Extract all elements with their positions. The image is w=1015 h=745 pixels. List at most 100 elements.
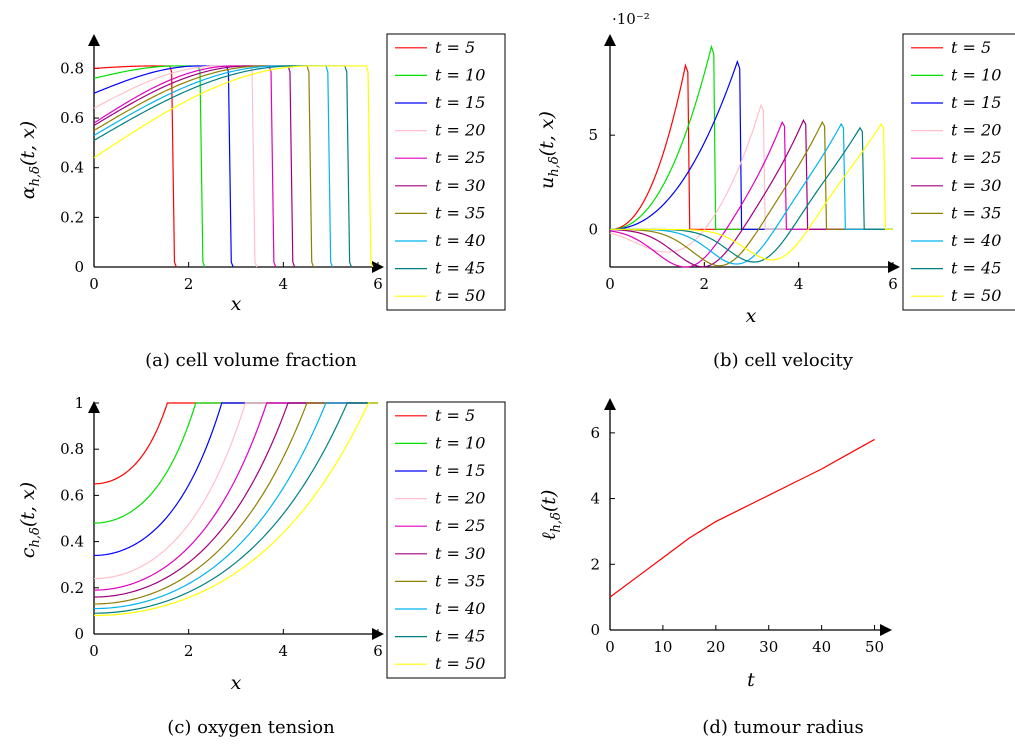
panel-a-xtick-label-6: 6 bbox=[373, 275, 383, 293]
panel-c-legend-entry-t-15: t = 15 bbox=[435, 461, 485, 480]
panel-b-series-t-5 bbox=[610, 63, 893, 230]
panel-b-xtick-label-4: 4 bbox=[794, 275, 804, 293]
panel-a-caption: (a) cell volume fraction bbox=[145, 350, 357, 371]
panel-a-legend-entry-t-25: t = 25 bbox=[435, 148, 485, 167]
panel-c-series-t-30 bbox=[93, 402, 378, 598]
panel-b-ytick-label-5: 5 bbox=[588, 126, 598, 144]
panel-c-series-t-15 bbox=[93, 402, 378, 557]
panel-c-y-arrow bbox=[88, 401, 100, 413]
panel-a-series-t-25 bbox=[93, 65, 277, 268]
panel-b-series-t-15 bbox=[610, 59, 893, 230]
panel-b-legend-entry-t-25: t = 25 bbox=[951, 148, 1001, 167]
panel-c-legend-entry-t-40: t = 40 bbox=[435, 599, 485, 618]
panel-a-x-label: x bbox=[231, 293, 242, 315]
panel-c-series-t-45 bbox=[93, 402, 378, 614]
panel-b-legend-entry-t-15: t = 15 bbox=[951, 93, 1001, 112]
panel-a-legend-box bbox=[386, 33, 506, 311]
panel-a-y-label: αh,δ(t, x) bbox=[17, 121, 43, 199]
panel-c-legend-entry-t-30: t = 30 bbox=[435, 544, 485, 563]
panel-c-series-t-50 bbox=[93, 402, 378, 617]
panel-a-xtick-label-2: 2 bbox=[184, 275, 194, 293]
panel-c-xtick-label-6: 6 bbox=[373, 642, 383, 660]
panel-d-xtick-label-10: 10 bbox=[653, 638, 672, 656]
panel-a-series-t-40 bbox=[93, 65, 334, 268]
panel-d-xtick-label-40: 40 bbox=[812, 638, 831, 656]
panel-c-ytick-label-0.6: 0.6 bbox=[60, 486, 84, 504]
panel-a-legend-entry-t-10: t = 10 bbox=[435, 65, 485, 84]
panel-a-series-t-30 bbox=[93, 65, 296, 268]
panel-d-ytick-label-4: 4 bbox=[590, 490, 600, 508]
panel-b-series-t-35 bbox=[609, 120, 893, 267]
panel-c-series-t-5 bbox=[93, 402, 378, 485]
panel-b-y-label: uh,δ(t, x) bbox=[536, 111, 562, 189]
panel-c-caption: (c) oxygen tension bbox=[167, 717, 335, 738]
panel-b-y-arrow bbox=[604, 34, 616, 46]
panel-b-legend-entry-t-40: t = 40 bbox=[951, 231, 1001, 250]
panel-b-series-t-30 bbox=[609, 118, 893, 268]
panel-c-series-t-35 bbox=[93, 402, 378, 605]
panel-b-xtick-label-2: 2 bbox=[700, 275, 710, 293]
panel-d-xtick-label-30: 30 bbox=[759, 638, 778, 656]
panel-b-xtick-label-0: 0 bbox=[605, 275, 615, 293]
panel-b-ytick-label-0: 0 bbox=[588, 220, 598, 238]
panel-d-xtick-label-0: 0 bbox=[605, 638, 615, 656]
panel-b-legend-entry-t-5: t = 5 bbox=[951, 38, 991, 57]
panel-c-legend-entry-t-50: t = 50 bbox=[435, 654, 485, 673]
panel-b-x-label: x bbox=[746, 305, 757, 327]
panel-c-xtick-label-0: 0 bbox=[89, 642, 99, 660]
panel-d-series-radius bbox=[609, 438, 875, 598]
panel-d-caption: (d) tumour radius bbox=[702, 717, 863, 738]
panel-c-series-t-10 bbox=[93, 402, 378, 524]
panel-a-series-t-5 bbox=[93, 65, 177, 268]
panel-c-legend-box bbox=[386, 401, 506, 679]
panel-b-series-t-45 bbox=[610, 126, 893, 263]
panel-a-ytick-label-0.2: 0.2 bbox=[60, 208, 84, 226]
panel-a-legend-entry-t-15: t = 15 bbox=[435, 93, 485, 112]
panel-a-ytick-label-0.6: 0.6 bbox=[60, 109, 84, 127]
panel-a-legend-entry-t-45: t = 45 bbox=[435, 259, 485, 278]
panel-c-x-label: x bbox=[231, 672, 242, 694]
panel-c-legend-entry-t-10: t = 10 bbox=[435, 433, 485, 452]
panel-c-ytick-label-0: 0 bbox=[74, 625, 84, 643]
panel-d-tumour-radius: 0 10 20 30 40 50 0 2 4 6 t ℓh,δ(t) (d) tumour radius bbox=[538, 398, 892, 738]
panel-a-legend-entry-t-30: t = 30 bbox=[435, 176, 485, 195]
panel-a-series-t-50 bbox=[93, 65, 374, 268]
panel-c-oxygen-tension: 0 2 4 6 0 0.2 0.4 0.6 0.8 1 x ch,δ(t, x) t = 5 t = 10… bbox=[17, 394, 506, 738]
panel-a-series-t-45 bbox=[93, 65, 353, 268]
panel-b-legend-entry-t-20: t = 20 bbox=[951, 121, 1001, 140]
panel-b-caption: (b) cell velocity bbox=[713, 350, 854, 371]
panel-a-y-arrow bbox=[88, 34, 100, 46]
panel-a-cell-volume-fraction: 0 2 4 6 0 0.2 0.4 0.6 0.8 x αh,δ(t, x) t = 5 t = 10 t… bbox=[17, 33, 506, 371]
panel-c-xtick-label-2: 2 bbox=[184, 642, 194, 660]
panel-b-series-t-50 bbox=[610, 122, 893, 261]
panel-b-cell-velocity: 0 2 4 6 0 5 ·10⁻² x uh,δ(t, x) t = 5 t = 10 t = 15 t… bbox=[536, 10, 1015, 371]
panel-b-legend-entry-t-45: t = 45 bbox=[951, 259, 1001, 278]
panel-d-xtick-label-50: 50 bbox=[865, 638, 884, 656]
panel-b-series-t-40 bbox=[610, 122, 893, 265]
panel-c-ytick-label-0.4: 0.4 bbox=[60, 533, 84, 551]
panel-c-ytick-label-1: 1 bbox=[74, 394, 84, 412]
panel-c-series-t-20 bbox=[93, 402, 378, 580]
panel-a-legend-entry-t-40: t = 40 bbox=[435, 231, 485, 250]
panel-c-legend-entry-t-25: t = 25 bbox=[435, 516, 485, 535]
panel-a-ytick-label-0: 0 bbox=[74, 258, 84, 276]
panel-d-x-label: t bbox=[747, 669, 755, 691]
panel-c-legend-entry-t-20: t = 20 bbox=[435, 489, 485, 508]
panel-c-legend-entry-t-35: t = 35 bbox=[435, 571, 485, 590]
panel-c-legend-entry-t-45: t = 45 bbox=[435, 627, 485, 646]
panel-d-ytick-label-6: 6 bbox=[590, 424, 600, 442]
panel-b-legend-entry-t-50: t = 50 bbox=[951, 286, 1001, 305]
panel-b-series-t-10 bbox=[610, 44, 893, 230]
panel-d-y-label: ℓh,δ(t) bbox=[538, 490, 564, 541]
panel-a-series-t-35 bbox=[93, 65, 315, 268]
panel-c-series-t-40 bbox=[93, 402, 378, 610]
panel-a-series-t-15 bbox=[93, 65, 234, 268]
panel-a-xtick-label-4: 4 bbox=[279, 275, 289, 293]
panel-a-xtick-label-0: 0 bbox=[89, 275, 99, 293]
panel-b-legend-entry-t-30: t = 30 bbox=[951, 176, 1001, 195]
panel-b-legend-box bbox=[902, 33, 1015, 311]
panel-c-series-t-25 bbox=[93, 402, 378, 591]
panel-d-xtick-label-20: 20 bbox=[706, 638, 725, 656]
panel-b-series-t-20 bbox=[609, 103, 893, 253]
panel-b-scale-note: ·10⁻² bbox=[612, 10, 650, 28]
